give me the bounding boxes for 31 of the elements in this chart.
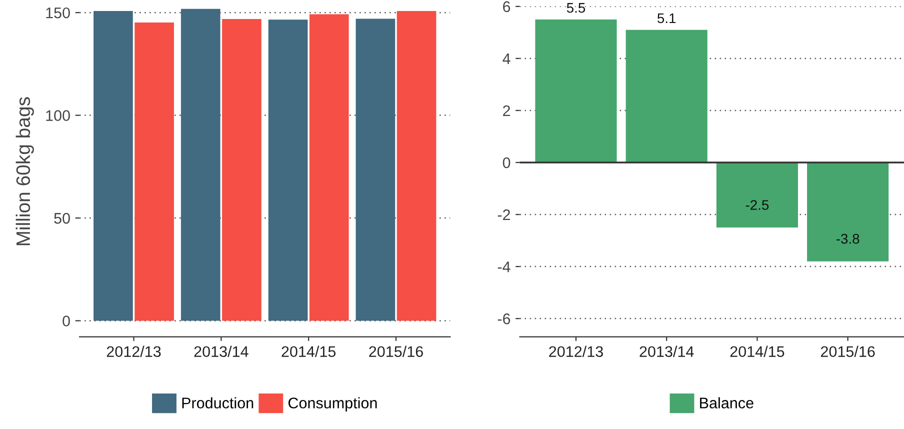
data-label: 5.5 (566, 3, 586, 13)
legend-label: Balance (700, 397, 754, 408)
y-tick-label: 2 (503, 105, 510, 116)
y-tick-label: 0 (62, 316, 70, 326)
data-label: 5.1 (657, 13, 676, 24)
y-tick-label: 0 (502, 157, 510, 168)
legend-label: Production (182, 397, 254, 408)
x-tick-label: 2012/13 (106, 346, 161, 358)
y-tick-label: 4 (502, 53, 510, 64)
x-tick-label: 2014/15 (730, 346, 784, 358)
bar (716, 162, 798, 228)
x-tick-label: 2015/16 (369, 346, 423, 358)
y-tick-label: -4 (498, 262, 510, 272)
y-tick-label: 150 (46, 7, 70, 18)
x-tick-label: 2013/14 (640, 346, 694, 358)
y-tick-label: 100 (46, 110, 70, 121)
y-tick-label: -2 (498, 209, 510, 220)
y-tick-label: -6 (498, 313, 510, 324)
bar (626, 30, 708, 162)
data-label: -3.8 (836, 234, 860, 244)
legend-label: Consumption (288, 397, 377, 412)
x-tick-label: 2015/16 (820, 346, 875, 358)
bar (535, 19, 617, 162)
x-tick-label: 2013/14 (194, 346, 248, 358)
data-label: -2.5 (746, 200, 769, 210)
y-tick-label: 6 (503, 1, 510, 12)
x-tick-label: 2012/13 (549, 346, 603, 358)
bar (807, 162, 889, 262)
x-tick-label: 2014/15 (282, 346, 336, 358)
y-tick-label: 50 (54, 212, 70, 224)
y-axis-title: Million 60kg bags (16, 97, 34, 246)
